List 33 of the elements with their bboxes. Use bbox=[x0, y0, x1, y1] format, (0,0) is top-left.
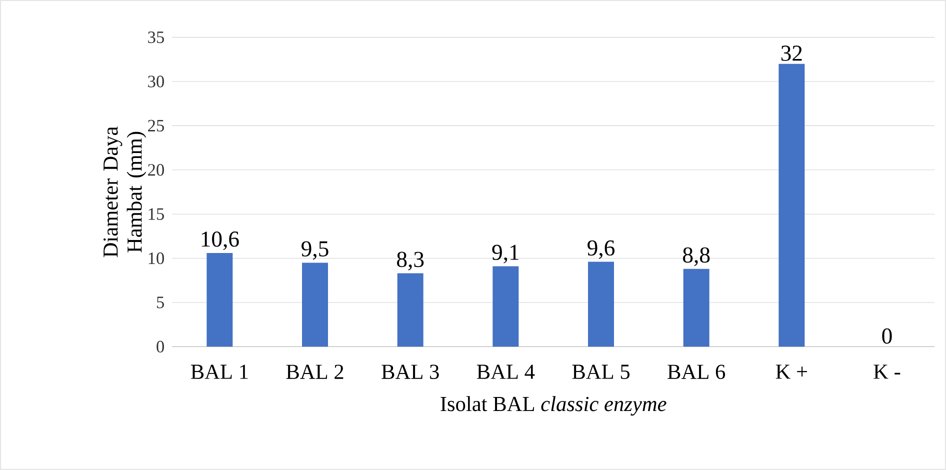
y-axis-title: Diameter Daya Hambat (mm) bbox=[103, 126, 146, 258]
bar bbox=[683, 268, 710, 347]
x-tick-label: BAL 4 bbox=[476, 364, 535, 379]
data-label: 10,6 bbox=[202, 231, 239, 250]
x-tick-label: K + bbox=[776, 364, 807, 379]
y-tick-label: 10 bbox=[148, 252, 164, 264]
x-tick-label: K - bbox=[874, 364, 900, 379]
data-label: 9,5 bbox=[302, 241, 328, 260]
y-tick-label: 15 bbox=[148, 208, 164, 220]
y-tick-label: 5 bbox=[156, 296, 164, 308]
data-label: 32 bbox=[781, 46, 802, 61]
bar bbox=[302, 262, 328, 347]
x-tick-label: BAL 5 bbox=[572, 364, 630, 379]
bar bbox=[588, 262, 614, 347]
bar bbox=[206, 252, 233, 347]
data-label: 8,8 bbox=[683, 247, 710, 266]
x-tick-label: BAL 2 bbox=[286, 364, 344, 379]
y-tick-label: 20 bbox=[148, 164, 164, 176]
bar bbox=[492, 266, 519, 347]
data-label: 9,1 bbox=[492, 244, 518, 264]
x-tick-label: BAL 3 bbox=[382, 364, 439, 380]
x-axis-title: Isolat BAL classic enzyme bbox=[440, 396, 666, 416]
bar bbox=[778, 64, 805, 347]
x-tick-label: BAL 6 bbox=[668, 364, 726, 380]
bar bbox=[397, 273, 424, 347]
y-tick-label: 30 bbox=[148, 76, 164, 88]
data-label: 9,6 bbox=[588, 240, 614, 259]
x-tick-label: BAL 1 bbox=[190, 364, 248, 379]
data-label: 0 bbox=[882, 328, 892, 344]
y-tick-label: 35 bbox=[148, 31, 164, 44]
y-tick-label: 0 bbox=[156, 340, 164, 352]
y-tick-label: 25 bbox=[148, 120, 164, 132]
data-label: 8,3 bbox=[397, 252, 424, 270]
